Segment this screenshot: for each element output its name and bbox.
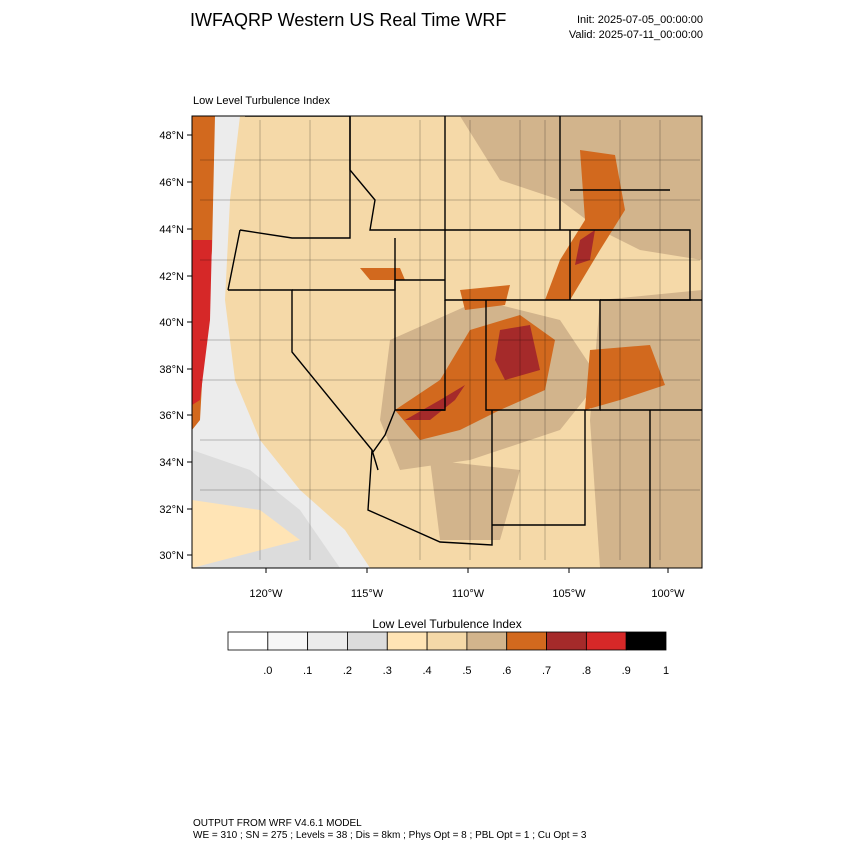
lon-label: 120°W — [249, 588, 283, 600]
lon-label: 115°W — [351, 588, 384, 600]
colorbar-box — [386, 631, 428, 651]
lat-label: 38°N — [159, 364, 184, 376]
valid-time: Valid: 2025-07-11_00:00:00 — [569, 29, 703, 41]
lat-label: 48°N — [159, 130, 184, 142]
map-axes: 48°N 46°N 44°N 42°N 40°N 38°N 36°N 34°N 32°N 30°N… — [159, 130, 685, 600]
map-title: Low Level Turbulence Index — [193, 95, 330, 107]
colorbar-label: .2 — [343, 665, 352, 677]
main-title: IWFAQRP Western US Real Time WRF — [190, 10, 506, 30]
colorbar: Low Level Turbulence Index .0 .1 .2 .3 .4 .5.… — [227, 617, 669, 677]
map-field — [192, 116, 702, 568]
lon-label: 100°W — [651, 588, 685, 600]
colorbar-box — [625, 631, 667, 651]
colorbar-box — [506, 631, 547, 651]
colorbar-label: .5 — [462, 665, 471, 677]
colorbar-box — [466, 631, 508, 651]
colorbar-box — [546, 631, 587, 651]
colorbar-label: .4 — [422, 665, 431, 677]
colorbar-label: 1 — [663, 665, 669, 677]
colorbar-box — [426, 631, 468, 651]
colorbar-label: .9 — [622, 665, 631, 677]
lat-label: 44°N — [159, 224, 184, 236]
colorbar-label: .7 — [542, 665, 551, 677]
lat-label: 32°N — [159, 504, 184, 516]
colorbar-label: .1 — [303, 665, 312, 677]
footer-line: OUTPUT FROM WRF V4.6.1 MODEL — [193, 818, 362, 829]
lat-label: 30°N — [159, 550, 184, 562]
colorbar-title: Low Level Turbulence Index — [372, 617, 521, 631]
colorbar-box — [267, 631, 309, 651]
colorbar-box — [227, 631, 269, 651]
lat-label: 46°N — [159, 177, 184, 189]
colorbar-label: .0 — [263, 665, 272, 677]
lat-label: 34°N — [159, 457, 184, 469]
colorbar-label: .8 — [582, 665, 591, 677]
lon-label: 105°W — [552, 588, 586, 600]
footer-line: WE = 310 ; SN = 275 ; Levels = 38 ; Dis … — [193, 830, 587, 841]
colorbar-box — [347, 631, 388, 651]
lat-label: 42°N — [159, 271, 184, 283]
lat-label: 36°N — [159, 410, 184, 422]
lon-label: 110°W — [452, 588, 485, 600]
init-time: Init: 2025-07-05_00:00:00 — [577, 14, 703, 26]
colorbar-box — [585, 631, 627, 651]
colorbar-label: .6 — [502, 665, 511, 677]
map-frame — [191, 115, 703, 569]
colorbar-label: .3 — [383, 665, 392, 677]
colorbar-box — [307, 631, 348, 651]
lat-label: 40°N — [159, 317, 184, 329]
